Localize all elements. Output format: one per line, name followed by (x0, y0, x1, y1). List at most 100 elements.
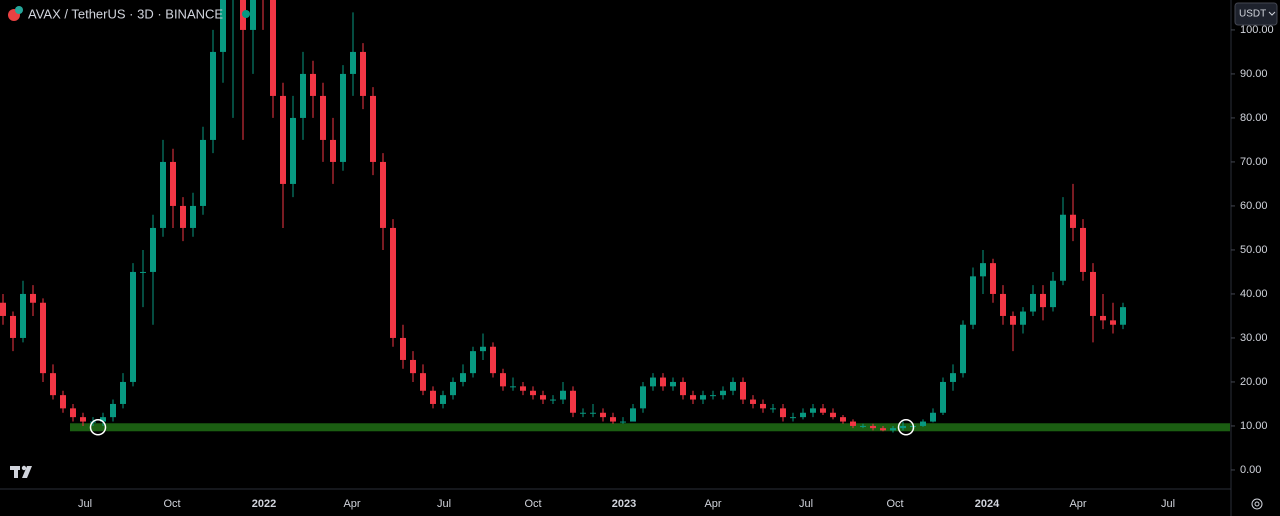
chart-title: AVAX / TetherUS · 3D · BINANCE (28, 6, 223, 21)
x-tick-label: Oct (163, 498, 180, 510)
candle-body (980, 263, 986, 277)
candle-body (510, 386, 516, 388)
marker (897, 419, 915, 436)
candle-body (370, 95, 376, 162)
candle-body (130, 271, 136, 382)
candle-body (110, 403, 116, 418)
y-tick-label: 100.00 (1240, 24, 1274, 36)
candle-body (1120, 307, 1126, 325)
candle-body (80, 417, 86, 422)
candle-body (550, 399, 556, 401)
candle-body (640, 386, 646, 409)
symbol-icon (15, 6, 23, 14)
candle-body (990, 263, 996, 294)
candle-body (800, 412, 806, 418)
candle-body (300, 73, 306, 118)
candle-body (590, 412, 596, 414)
dropdown-icon (1268, 11, 1276, 16)
candle-body (700, 395, 706, 400)
candle-body (770, 408, 776, 410)
candle-body (760, 403, 766, 409)
support-zone (70, 423, 1230, 432)
candle-body (40, 302, 46, 374)
candle-body (630, 408, 636, 422)
candle-body (150, 227, 156, 272)
candle-body (890, 428, 896, 431)
x-tick-label: Apr (1069, 498, 1086, 510)
x-tick-label: Jul (78, 498, 92, 510)
candle-body (10, 315, 16, 338)
y-tick-label: 60.00 (1240, 200, 1268, 212)
candle-body (410, 359, 416, 374)
candle-body (870, 425, 876, 429)
candle-body (790, 417, 796, 419)
candle-body (570, 390, 576, 413)
candle-body (750, 399, 756, 404)
candle-body (780, 408, 786, 418)
candle-body (320, 95, 326, 140)
candle-body (50, 373, 56, 396)
x-tick-label: Oct (524, 498, 541, 510)
currency-button-label[interactable]: USDT (1239, 9, 1266, 20)
candle-body (830, 412, 836, 418)
candle-body (1070, 214, 1076, 228)
candle-body (360, 51, 366, 96)
x-tick-label: Jul (437, 498, 451, 510)
candle-body (400, 337, 406, 360)
x-tick-label: 2023 (612, 498, 636, 510)
candle-body (1040, 293, 1046, 308)
y-tick-label: 40.00 (1240, 288, 1268, 300)
y-tick-label: 80.00 (1240, 112, 1268, 124)
tv-logo (10, 465, 32, 478)
candle-body (310, 73, 316, 96)
x-tick-label: Jul (1161, 498, 1175, 510)
axes: 0.00 10.00 20.00 30.00 40.00 50.00 60.00 70.00 8… (78, 24, 1274, 510)
candle-body (600, 412, 606, 418)
settings-icon[interactable] (1251, 498, 1263, 510)
candle-body (710, 395, 716, 397)
status-dot (242, 10, 250, 18)
candle-body (190, 205, 196, 228)
candle-body (950, 373, 956, 382)
candle-body (490, 346, 496, 374)
candle-body (290, 117, 296, 184)
candle-body (30, 293, 36, 303)
candle-body (100, 417, 106, 422)
candle-body (500, 373, 506, 387)
candle-body (880, 428, 886, 431)
plot-area (0, 0, 1230, 436)
candle-body (520, 386, 526, 391)
candle-body (480, 346, 486, 352)
candle-body (1090, 271, 1096, 316)
x-tick-label: 2022 (252, 498, 276, 510)
candle-body (220, 0, 226, 52)
candle-body (380, 161, 386, 228)
candle-body (60, 395, 66, 409)
candle-body (160, 161, 166, 228)
candle-body (930, 412, 936, 422)
candle-body (460, 373, 466, 382)
x-tick-label: Apr (343, 498, 360, 510)
candle-body (840, 417, 846, 422)
candle-body (810, 408, 816, 413)
candle-body (250, 0, 256, 30)
candle-body (1020, 311, 1026, 325)
candle-body (1050, 280, 1056, 308)
currency-button[interactable] (1234, 2, 1278, 26)
x-tick-label: Apr (704, 498, 721, 510)
y-tick-label: 20.00 (1240, 376, 1268, 388)
candle-body (470, 351, 476, 374)
y-tick-label: 90.00 (1240, 68, 1268, 80)
candle-body (540, 395, 546, 400)
candle-body (610, 417, 616, 422)
candle-body (1000, 293, 1006, 316)
candle-body (340, 73, 346, 162)
candle-body (580, 412, 586, 414)
candle-body (740, 381, 746, 400)
candle-body (900, 425, 906, 429)
y-tick-label: 0.00 (1240, 464, 1261, 476)
candle-body (680, 381, 686, 396)
